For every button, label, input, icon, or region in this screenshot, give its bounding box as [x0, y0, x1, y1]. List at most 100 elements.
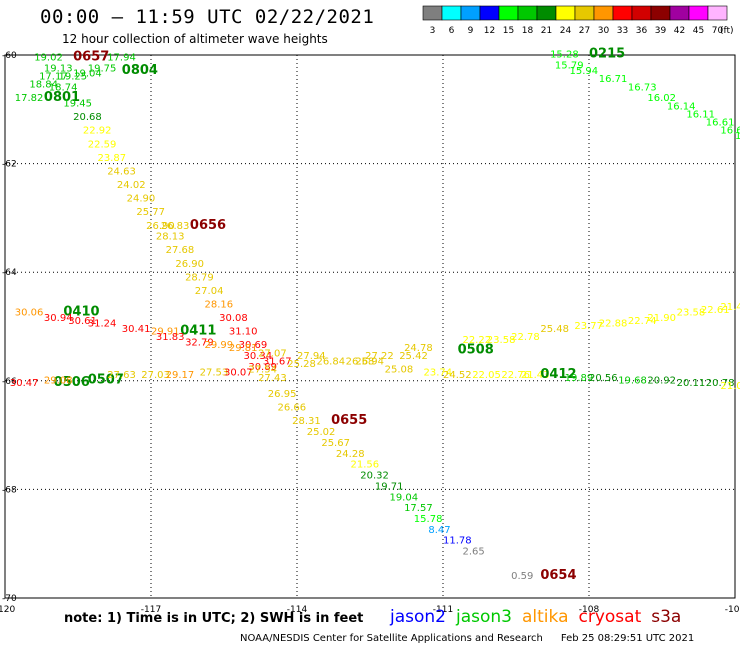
swh-value: 19.71	[375, 481, 404, 492]
swh-value: 15.94	[570, 66, 599, 77]
legend-bin-label: 18	[522, 26, 534, 36]
lon-tick-label: -114	[287, 605, 308, 615]
legend-bin-label: 15	[503, 26, 514, 36]
swh-value: 29.17	[166, 370, 195, 381]
pass-time-label: 0657	[73, 49, 109, 64]
swh-value: 19.13	[44, 63, 73, 74]
swh-value: 19.04	[389, 492, 418, 503]
swh-value: 0.59	[511, 571, 533, 582]
pass-time-label: 0412	[540, 367, 576, 382]
swh-value: 19.25	[59, 71, 88, 82]
swh-value: 28.13	[156, 232, 185, 243]
swh-value: 21.40	[720, 302, 740, 313]
legend-bin-label: 70	[712, 26, 724, 36]
swh-value: 30.94	[44, 313, 73, 324]
legend-bin-label: 36	[636, 26, 648, 36]
swh-value: 20.11	[677, 378, 706, 389]
swh-value: 11.78	[443, 536, 472, 547]
mission-cryosat: cryosat	[578, 607, 642, 627]
color-legend: 3 6 9 12 15 18 21 24 27 30 33 36 39 42 45 70(ft)	[422, 5, 734, 36]
legend-bin-label: 42	[674, 26, 685, 36]
swh-value: 27.94	[297, 351, 326, 362]
swh-value: 22.05	[472, 370, 501, 381]
swh-value: 18.84	[29, 80, 58, 91]
swh-value: 30.08	[219, 313, 248, 324]
swh-value: 27.22	[365, 351, 394, 362]
map-grid	[4, 54, 736, 599]
lon-tick-label: -108	[579, 605, 600, 615]
swh-value: 22.59	[88, 139, 117, 150]
swh-value: 16.73	[628, 82, 657, 93]
swh-value: 20.92	[647, 376, 676, 387]
swh-value: 28.16	[205, 299, 234, 310]
swh-value: 31.24	[88, 319, 117, 330]
swh-value: 15.28	[550, 50, 579, 61]
pass-time-label: 0656	[190, 218, 226, 233]
swh-value: 28.79	[185, 272, 214, 283]
lon-tick-label: -111	[433, 605, 453, 615]
lat-tick-label: -64	[2, 268, 17, 278]
swh-value: 25.77	[136, 207, 165, 218]
swh-value: 23.74	[424, 367, 453, 378]
axis-tick-labels: -120 -117 -114 -111 -108 -105 -60 -62 -64 -66 -68 -…	[0, 51, 740, 615]
credit-timestamp: Feb 25 08:29:51 UTC 2021	[560, 633, 695, 644]
swh-value: 29.81	[229, 343, 258, 354]
swh-value: 16.60	[720, 126, 740, 137]
swh-value: 22.61	[701, 305, 730, 316]
swh-value: 16.14	[667, 101, 696, 112]
legend-swatch	[707, 5, 728, 21]
swh-value: 30.07	[224, 367, 253, 378]
swh-value: 30.61	[68, 316, 97, 327]
footnote: note: 1) Time is in UTC; 2) SWH is in fe…	[64, 611, 364, 626]
legend-bin-label: 3	[430, 26, 436, 36]
swh-value: 20.56	[589, 373, 618, 384]
swh-value: 27.43	[258, 373, 287, 384]
swh-value: 26.90	[175, 259, 204, 270]
swh-value: 15.78	[414, 514, 443, 525]
swh-value: 21.90	[647, 313, 676, 324]
swh-value: 22.76	[501, 370, 530, 381]
swh-value: 28.31	[292, 416, 321, 427]
lon-tick-label: -120	[0, 605, 15, 615]
swh-value: 17.17	[39, 71, 68, 82]
legend-bin-label: 6	[449, 26, 455, 36]
swh-value: 18.74	[49, 82, 78, 93]
mission-jason3: jason3	[456, 607, 512, 627]
legend-unit: (ft)	[720, 26, 734, 36]
swh-value: 20.68	[73, 112, 102, 123]
swh-value: 16.61	[706, 118, 735, 129]
legend-bin-label: 39	[655, 26, 667, 36]
swh-value: 29.99	[205, 340, 234, 351]
legend-bin-label: 9	[468, 26, 474, 36]
page-subtitle: 12 hour collection of altimeter wave hei…	[62, 32, 328, 46]
lat-tick-label: -70	[2, 594, 17, 604]
swh-value: 26.58	[346, 357, 375, 368]
lat-tick-label: -68	[2, 485, 17, 495]
swh-value: 21.56	[351, 460, 380, 471]
swh-value: 21.43	[521, 370, 550, 381]
swh-value: 24.78	[404, 343, 433, 354]
swh-value: 22.78	[511, 332, 540, 343]
pass-time-label: 0804	[122, 63, 158, 78]
mission-legend: jason2 jason3 altika cryosat s3a	[390, 607, 691, 627]
legend-bin-label: 30	[598, 26, 610, 36]
swh-value: 22.92	[83, 126, 112, 137]
credit-text: NOAA/NESDIS Center for Satellite Applica…	[240, 633, 543, 644]
legend-bin-label: 12	[484, 26, 495, 36]
swh-value: 22.88	[599, 319, 628, 330]
swh-value: 29.08	[44, 376, 73, 387]
legend-bin-label: 45	[693, 26, 704, 36]
pass-time-label: 0506	[54, 375, 90, 390]
lon-tick-label: -105	[725, 605, 740, 615]
swh-value: 25.02	[307, 427, 336, 438]
swh-value: 31.83	[156, 332, 185, 343]
swh-value: 19.02	[34, 52, 63, 63]
swh-value: 26.84	[316, 357, 345, 368]
legend-bin-label: 21	[541, 26, 552, 36]
legend-bin-label: 27	[579, 26, 590, 36]
legend-bin-label: 24	[560, 26, 572, 36]
swh-value: 16.11	[686, 109, 715, 120]
swh-value: 17.94	[107, 52, 136, 63]
